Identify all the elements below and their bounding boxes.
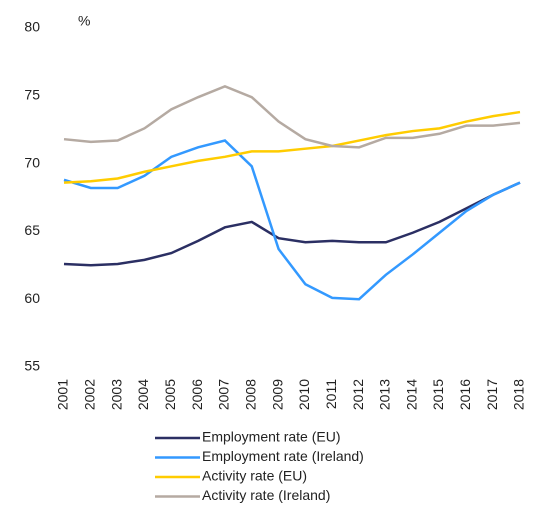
x-tick-label: 2014 [403, 379, 419, 410]
y-tick-label: 55 [24, 358, 40, 374]
x-tick-label: 2016 [457, 379, 473, 410]
y-axis-label: % [78, 13, 90, 29]
x-tick-label: 2001 [55, 379, 71, 410]
x-tick-label: 2002 [82, 379, 98, 410]
line-series [63, 110, 521, 184]
x-tick-label: 2013 [377, 379, 393, 410]
y-tick-label: 70 [24, 154, 40, 170]
legend-label: Activity rate (EU) [202, 468, 307, 484]
x-tick-label: 2010 [296, 379, 312, 410]
legend-label: Employment rate (EU) [202, 429, 340, 445]
line-series [63, 139, 521, 301]
x-tick-label: 2015 [430, 379, 446, 410]
y-tick-label: 80 [24, 19, 40, 35]
x-tick-label: 2004 [135, 379, 151, 410]
y-tick-label: 65 [24, 222, 40, 238]
x-tick-label: 2005 [162, 379, 178, 410]
x-tick-label: 2012 [350, 379, 366, 410]
legend-label: Employment rate (Ireland) [202, 448, 364, 464]
x-tick-label: 2006 [189, 379, 205, 410]
x-tick-label: 2009 [269, 379, 285, 410]
x-tick-label: 2018 [511, 379, 527, 410]
x-tick-label: 2008 [242, 379, 258, 410]
x-tick-label: 2007 [216, 379, 232, 410]
line-series [63, 84, 521, 149]
y-tick-label: 75 [24, 87, 40, 103]
x-tick-label: 2011 [323, 379, 339, 409]
x-tick-label: 2017 [484, 379, 500, 410]
line-series [63, 181, 521, 267]
y-tick-label: 60 [24, 290, 40, 306]
legend-label: Activity rate (Ireland) [202, 487, 330, 503]
x-tick-label: 2003 [108, 379, 124, 410]
